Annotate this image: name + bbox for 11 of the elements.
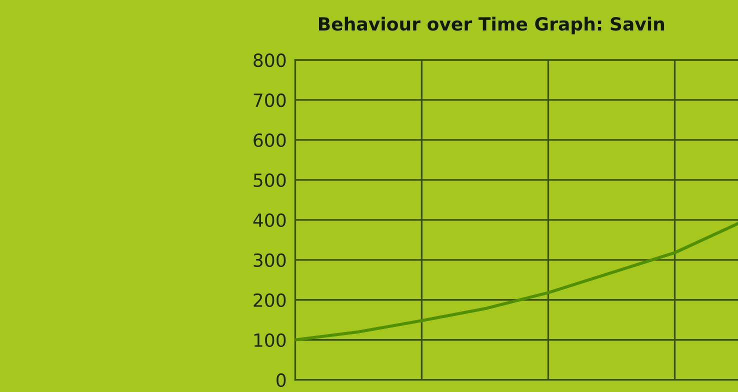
y-tick-label: 400 [253,213,286,228]
y-tick-label: 700 [254,93,286,108]
y-tick-label: 800 [254,53,286,68]
y-tick-label: 200 [254,293,286,307]
y-tick-label: 0 [276,373,286,387]
y-tick-label: 500 [254,173,286,188]
y-tick-label: 300 [254,253,286,268]
line-series [295,222,738,342]
y-tick-label: 100 [254,333,286,347]
chart-title: Behaviour over Time Graph: Savin [319,16,664,34]
y-tick-label: 600 [254,133,286,148]
